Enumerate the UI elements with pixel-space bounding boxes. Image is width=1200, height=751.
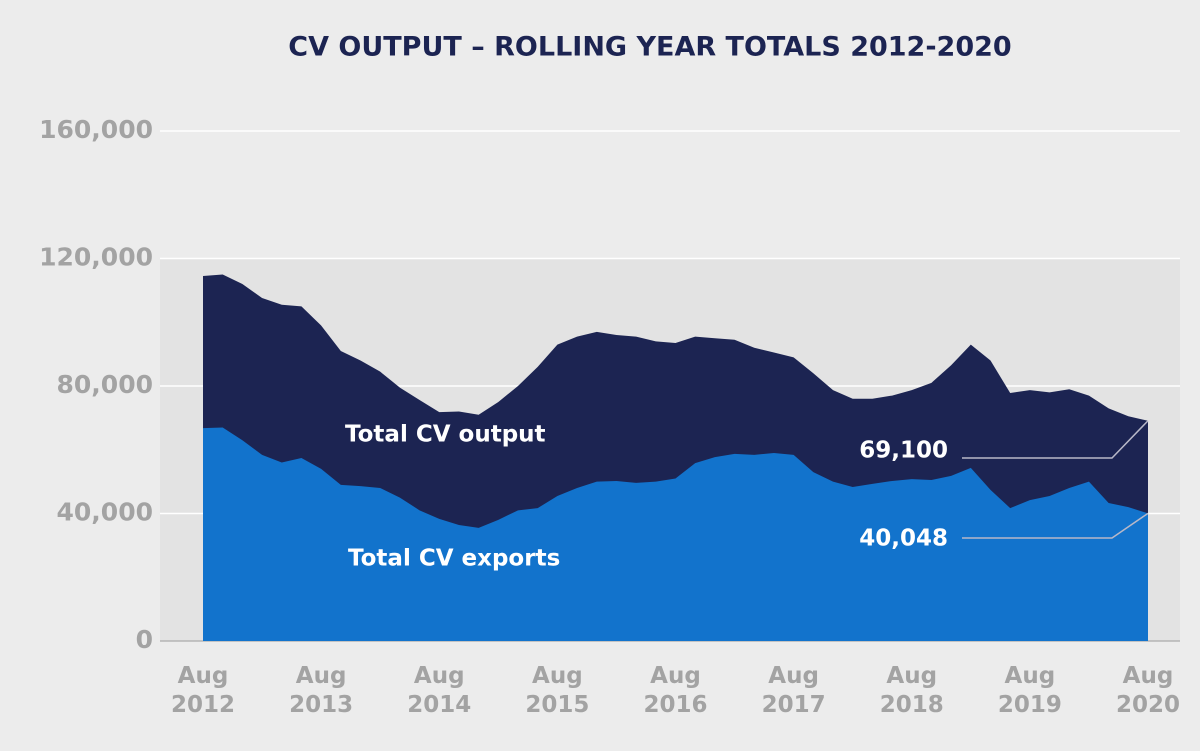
x-tick-label: Aug 2014 bbox=[407, 663, 472, 718]
y-tick-label: 80,000 bbox=[57, 370, 153, 399]
value-label: 40,048 bbox=[859, 526, 948, 552]
x-tick-label: Aug 2018 bbox=[879, 663, 944, 718]
x-tick-label: Aug 2019 bbox=[997, 663, 1062, 718]
x-tick-label: Aug 2012 bbox=[170, 663, 235, 718]
x-tick-label: Aug 2013 bbox=[289, 663, 354, 718]
series-label: Total CV exports bbox=[348, 546, 560, 572]
y-tick-label: 120,000 bbox=[39, 243, 153, 272]
leader-line bbox=[962, 512, 1149, 539]
y-tick-label: 160,000 bbox=[39, 115, 153, 144]
leader-line bbox=[962, 420, 1149, 459]
y-tick-label: 0 bbox=[136, 625, 153, 654]
series-label: Total CV output bbox=[345, 422, 546, 448]
area bbox=[203, 427, 1148, 641]
value-label: 69,100 bbox=[859, 438, 948, 464]
x-tick-label: Aug 2020 bbox=[1115, 663, 1180, 718]
x-tick-label: Aug 2015 bbox=[525, 663, 590, 718]
x-tick-label: Aug 2017 bbox=[761, 663, 826, 718]
y-tick-label: 40,000 bbox=[57, 498, 153, 527]
chart-title: CV OUTPUT – ROLLING YEAR TOTALS 2012-202… bbox=[288, 32, 1011, 63]
x-tick-label: Aug 2016 bbox=[643, 663, 708, 718]
